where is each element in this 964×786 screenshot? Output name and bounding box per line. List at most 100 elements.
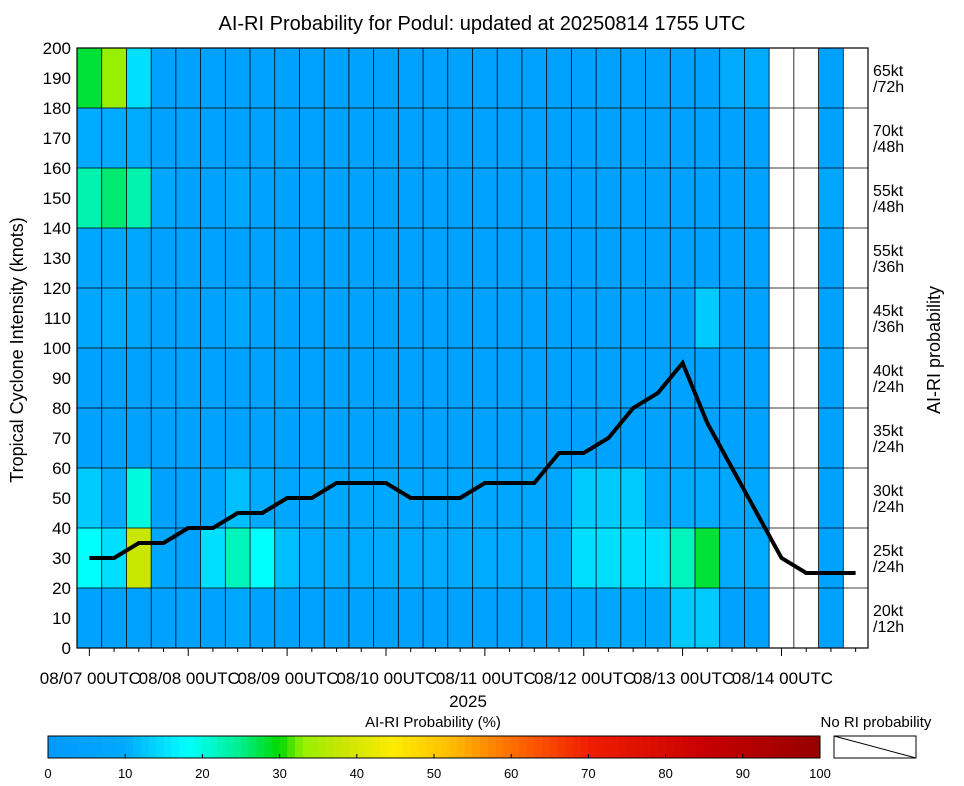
colorbar-tick-label: 100: [809, 766, 831, 781]
heatmap-cell: [645, 108, 671, 168]
heatmap-cell: [620, 228, 646, 288]
heatmap-cell: [843, 228, 869, 288]
heatmap-cell: [719, 228, 745, 288]
heatmap-cell: [250, 288, 276, 348]
heatmap-cell: [645, 408, 671, 468]
heatmap-cell: [670, 168, 696, 228]
y-tick-label: 20: [52, 579, 71, 598]
heatmap-cell: [348, 468, 374, 528]
heatmap-cell: [546, 228, 572, 288]
heatmap-cell: [793, 228, 819, 288]
heatmap-cell: [843, 108, 869, 168]
heatmap-cell: [472, 108, 498, 168]
colorbar-segment: [742, 736, 751, 758]
colorbar-segment: [488, 736, 497, 758]
heatmap-cell: [793, 408, 819, 468]
heatmap-cell: [77, 168, 103, 228]
heatmap-cell: [521, 168, 547, 228]
colorbar-segment: [426, 736, 435, 758]
colorbar: 0 10 20 30 40 50 60 70 80 90 100: [44, 735, 917, 781]
colorbar-segment: [310, 736, 319, 758]
heatmap-cell: [274, 348, 300, 408]
heatmap-cell: [546, 588, 572, 648]
heatmap-cell: [472, 288, 498, 348]
colorbar-segment: [773, 736, 782, 758]
colorbar-segment: [572, 736, 582, 758]
y-axis-label: Tropical Cyclone Intensity (knots): [7, 217, 27, 482]
heatmap-cell: [694, 528, 720, 588]
heatmap-cell: [571, 48, 597, 108]
heatmap-cell: [250, 408, 276, 468]
heatmap-cell: [719, 408, 745, 468]
heatmap-cell: [546, 108, 572, 168]
colorbar-segment: [256, 736, 265, 758]
heatmap-cell: [596, 48, 622, 108]
heatmap-cell: [101, 348, 127, 408]
colorbar-segment: [356, 736, 365, 758]
heatmap-cell: [274, 108, 300, 168]
row-labels: 20kt/12h25kt/24h30kt/24h35kt/24h40kt/24h…: [873, 63, 904, 636]
colorbar-segment: [480, 736, 489, 758]
heatmap-cell: [793, 48, 819, 108]
row-label-threshold: 35kt: [873, 423, 904, 440]
heatmap-cell: [126, 588, 152, 648]
heatmap-cell: [694, 588, 720, 648]
heatmap-cell: [423, 168, 449, 228]
heatmap-cell: [423, 48, 449, 108]
colorbar-segment: [511, 736, 520, 758]
heatmap-cell: [225, 348, 251, 408]
heatmap-cell: [571, 528, 597, 588]
heatmap-cell: [373, 48, 399, 108]
heatmap-cell: [373, 348, 399, 408]
heatmap-cell: [225, 228, 251, 288]
row-label-period: /48h: [873, 139, 904, 156]
heatmap-cell: [472, 528, 498, 588]
colorbar-segment: [804, 736, 813, 758]
heatmap-cell: [447, 288, 473, 348]
colorbar-segment: [94, 736, 103, 758]
colorbar-segment: [78, 736, 87, 758]
row-label-threshold: 65kt: [873, 63, 904, 80]
heatmap-cell: [299, 108, 325, 168]
heatmap-cell: [373, 528, 399, 588]
colorbar-segment: [48, 736, 57, 758]
colorbar-segment: [140, 736, 149, 758]
heatmap-cell: [398, 228, 424, 288]
heatmap-cell: [670, 228, 696, 288]
heatmap-cell: [497, 588, 523, 648]
heatmap-cell: [670, 288, 696, 348]
heatmap-cell: [175, 228, 201, 288]
y-tick-label: 160: [43, 159, 71, 178]
heatmap-cell: [200, 168, 226, 228]
heatmap-cell: [521, 468, 547, 528]
heatmap-cell: [250, 468, 276, 528]
heatmap-cell: [225, 528, 251, 588]
heatmap-cell: [250, 108, 276, 168]
heatmap-cell: [373, 468, 399, 528]
colorbar-segment: [156, 736, 165, 758]
heatmap-cell: [818, 108, 844, 168]
heatmap-cell: [151, 108, 177, 168]
heatmap-cell: [126, 348, 152, 408]
heatmap-cell: [398, 588, 424, 648]
intensity-series: [89, 359, 856, 575]
row-label-period: /24h: [873, 499, 904, 516]
heatmap-cell: [818, 588, 844, 648]
heatmap-cell: [324, 288, 350, 348]
heatmap-cell: [299, 528, 325, 588]
heatmap-cell: [818, 468, 844, 528]
y-tick-label: 120: [43, 279, 71, 298]
heatmap-cell: [225, 108, 251, 168]
heatmap-cell: [348, 588, 374, 648]
heatmap-cell: [348, 168, 374, 228]
colorbar-segment: [287, 736, 296, 758]
colorbar-segment: [279, 736, 288, 758]
heatmap-cell: [77, 48, 103, 108]
heatmap-cell: [843, 468, 869, 528]
heatmap-cell: [324, 408, 350, 468]
heatmap-cell: [620, 528, 646, 588]
heatmap-cell: [348, 288, 374, 348]
heatmap-cell: [200, 468, 226, 528]
colorbar-segment: [86, 736, 95, 758]
colorbar-segment: [789, 736, 798, 758]
